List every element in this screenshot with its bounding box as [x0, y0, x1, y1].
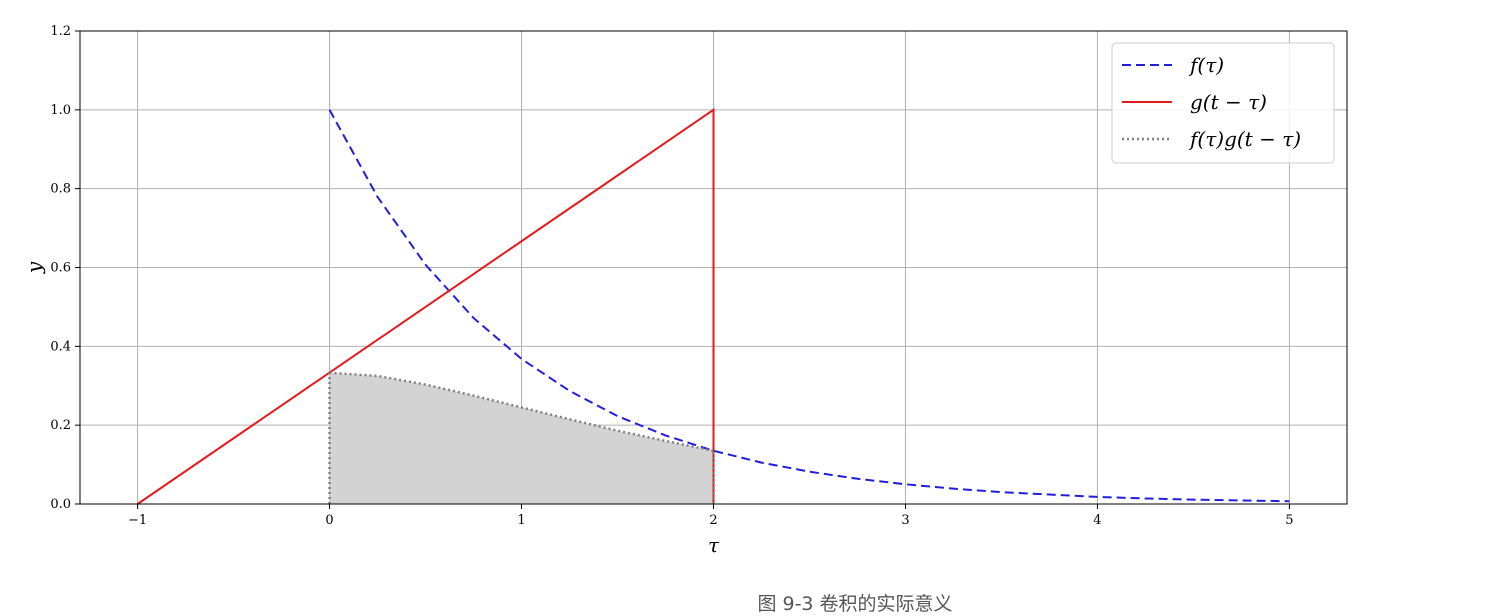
x-axis-label: τ: [708, 533, 720, 557]
series: [137, 107, 1290, 505]
y-tick-label: 1.0: [50, 103, 71, 118]
x-tick-label: 5: [1285, 513, 1293, 528]
series-line-2: [329, 371, 714, 453]
x-tick-label: 0: [325, 513, 333, 528]
x-tick-label: 3: [901, 513, 909, 528]
y-axis-label: y: [22, 261, 46, 274]
legend: f(τ)g(t − τ)f(τ)g(t − τ): [1111, 42, 1335, 164]
legend-entry: g(t − τ): [1190, 90, 1267, 114]
y-tick-label: 0.4: [50, 339, 71, 354]
series-line-1: [137, 107, 715, 505]
y-tick-label: 0.6: [50, 261, 71, 276]
legend-entry: f(τ)g(t − τ): [1188, 127, 1301, 151]
legend-box: [1111, 42, 1335, 164]
y-tick-label: 0.8: [50, 182, 71, 197]
series-fill-2: [329, 372, 714, 504]
x-tick-label: −1: [128, 513, 147, 528]
y-tick-label: 0.0: [50, 497, 71, 512]
x-tick-label: 1: [517, 513, 525, 528]
product-fill: [329, 372, 714, 504]
x-tick-label: 4: [1093, 513, 1101, 528]
x-tick-label: 2: [709, 513, 717, 528]
y-tick-label: 0.2: [50, 418, 71, 433]
ticks: −1 0 1 2 3 4 5 0.0 0.2 0.4 0.6 0.8 1.0 1.2: [50, 24, 1293, 528]
y-tick-label: 1.2: [50, 24, 71, 39]
legend-entry: f(τ): [1188, 53, 1224, 77]
figure-caption: 图 9-3 卷积的实际意义: [757, 593, 953, 615]
